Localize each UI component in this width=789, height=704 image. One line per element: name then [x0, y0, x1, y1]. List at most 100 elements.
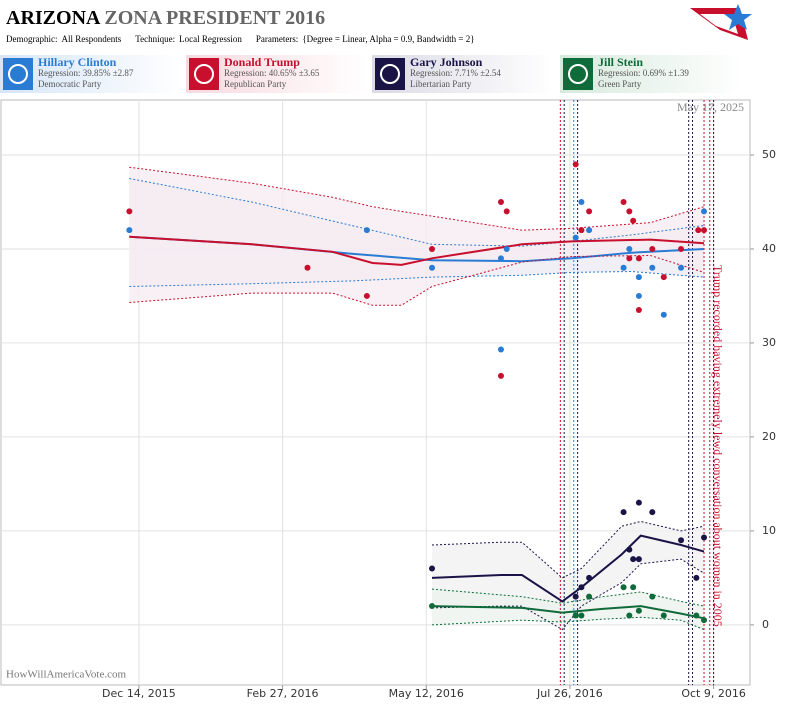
poll-point — [572, 161, 579, 168]
poll-point — [660, 311, 667, 318]
band-edge — [431, 520, 705, 579]
legend-icon — [375, 58, 405, 90]
param-label: Demographic: — [6, 34, 57, 44]
band-edge — [129, 270, 705, 287]
poll-point — [678, 537, 685, 544]
trend-line — [129, 235, 705, 266]
x-tick-label: Jul 26, 2016 — [536, 687, 603, 700]
poll-point — [693, 612, 700, 619]
poll-point — [660, 612, 667, 619]
band-edge — [129, 166, 705, 231]
event-annotation: Trump recorded having extremely lewd con… — [711, 265, 725, 627]
band-edge — [129, 254, 705, 306]
confidence-band — [129, 167, 705, 306]
param-value: All Respondents — [61, 34, 121, 44]
poll-point — [626, 612, 633, 619]
poll-point — [620, 584, 627, 591]
title-bold: ARIZONA — [6, 7, 101, 29]
poll-point — [586, 574, 593, 581]
poll-point — [578, 612, 585, 619]
poll-point — [429, 245, 436, 252]
legend-icon-mark — [380, 64, 400, 84]
plot: 0 10 20 30 40 50 Dec 14, 2015 Feb 27, 2016 May 1… — [1, 100, 776, 700]
poll-point — [649, 593, 656, 600]
poll-point — [620, 509, 627, 516]
param-label: Parameters: — [256, 34, 298, 44]
poll-point — [635, 607, 642, 614]
band-edge — [431, 616, 705, 631]
poll-point — [572, 612, 579, 619]
poll-point — [635, 307, 642, 314]
poll-point — [635, 255, 642, 262]
y-tick-label: 30 — [762, 336, 776, 349]
poll-point — [586, 227, 593, 234]
legend-icon — [563, 58, 593, 90]
logo — [690, 4, 752, 40]
legend-party: Libertarian Party — [410, 79, 472, 89]
poll-point — [678, 264, 685, 271]
poll-point — [635, 499, 642, 506]
poll-point — [572, 234, 579, 241]
legend-name: Jill Stein — [598, 55, 643, 69]
param-label: Technique: — [135, 34, 175, 44]
x-tick-label: May 12, 2016 — [389, 687, 464, 700]
parameters: Demographic: All Respondents Technique: Loc… — [6, 34, 475, 44]
poll-point — [635, 274, 642, 281]
legend-name: Gary Johnson — [410, 55, 483, 69]
poll-point — [701, 534, 708, 541]
y-tick-label: 10 — [762, 524, 776, 537]
band-edge — [431, 558, 705, 631]
legend-regression: Regression: 40.65% ±3.65 — [224, 68, 320, 78]
poll-point — [630, 584, 637, 591]
y-tick-label: 50 — [762, 148, 776, 161]
title: ARIZONA ZONA PRESIDENT 2016 — [6, 7, 325, 29]
poll-point — [701, 208, 708, 215]
poll-point — [649, 245, 656, 252]
legend-regression: Regression: 0.69% ±1.39 — [598, 68, 689, 78]
y-tick-label: 0 — [762, 618, 769, 631]
poll-point — [695, 227, 702, 234]
poll-point — [701, 617, 708, 624]
title-rest: ZONA PRESIDENT 2016 — [104, 7, 325, 29]
poll-point — [363, 227, 370, 234]
x-tick-label: Feb 27, 2016 — [247, 687, 319, 700]
legend-regression: Regression: 7.71% ±2.54 — [410, 68, 501, 78]
legend-party: Republican Party — [224, 79, 287, 89]
poll-point — [626, 245, 633, 252]
legend-name: Hillary Clinton — [38, 55, 117, 69]
poll-point — [586, 593, 593, 600]
param-value: Local Regression — [179, 34, 242, 44]
legend-name: Donald Trump — [224, 55, 300, 69]
x-tick-label: Oct 9, 2016 — [681, 687, 746, 700]
poll-point — [497, 255, 504, 262]
poll-point — [660, 274, 667, 281]
legend-icon-mark — [568, 64, 588, 84]
poll-point — [363, 292, 370, 299]
legend-icon-mark — [8, 64, 28, 84]
poll-point — [304, 264, 311, 271]
legend-party: Democratic Party — [38, 79, 102, 89]
confidence-band — [432, 589, 704, 630]
poll-point — [649, 509, 656, 516]
poll-point — [429, 603, 436, 610]
poll-point — [497, 346, 504, 353]
poll-point — [626, 255, 633, 262]
poll-point — [126, 208, 133, 215]
poll-point — [586, 208, 593, 215]
watermark: HowWillAmericaVote.com — [6, 669, 126, 681]
poll-point — [630, 217, 637, 224]
poll-point — [649, 264, 656, 271]
legend-icon — [189, 58, 219, 90]
poll-point — [693, 574, 700, 581]
parameters-line: Demographic: All Respondents Technique: Loc… — [6, 34, 475, 44]
poll-point — [635, 556, 642, 563]
poll-point — [429, 264, 436, 271]
trend-line — [431, 605, 705, 620]
poll-point — [578, 227, 585, 234]
poll-point — [497, 372, 504, 379]
poll-point — [503, 245, 510, 252]
param-value: {Degree = Linear, Alpha = 0.9, Bandwidth… — [302, 34, 474, 44]
poll-point — [620, 264, 627, 271]
